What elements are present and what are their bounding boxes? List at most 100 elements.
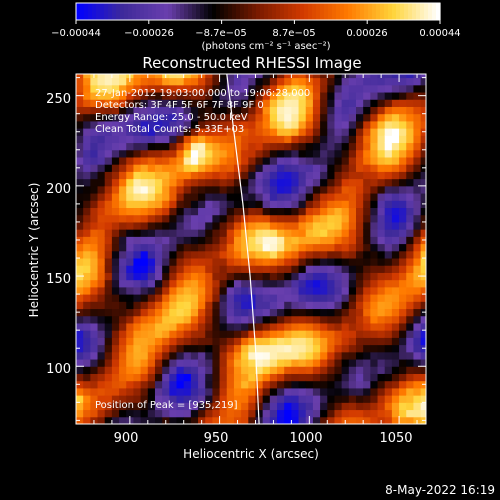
heatmap-cell bbox=[90, 272, 99, 281]
heatmap-cell bbox=[341, 366, 350, 374]
heatmap-cell bbox=[255, 272, 264, 281]
heatmap-cell bbox=[183, 322, 192, 331]
heatmap-cell bbox=[169, 113, 178, 122]
heatmap-cell bbox=[305, 84, 314, 93]
heatmap-cell bbox=[241, 279, 249, 288]
heatmap-cell bbox=[76, 149, 84, 158]
heatmap-cell bbox=[183, 344, 192, 353]
heatmap-cell bbox=[219, 92, 228, 100]
heatmap-cell bbox=[363, 402, 371, 411]
heatmap-cell bbox=[305, 308, 314, 317]
heatmap-cell bbox=[241, 359, 249, 367]
heatmap-cell bbox=[190, 221, 199, 230]
heatmap-cell bbox=[269, 142, 278, 151]
heatmap-cell bbox=[399, 221, 407, 230]
heatmap-cell bbox=[190, 142, 199, 151]
heatmap-cell bbox=[269, 193, 278, 201]
heatmap-cell bbox=[248, 395, 256, 403]
heatmap-cell bbox=[154, 74, 163, 79]
colorbar-tick-label: −8.7e−05 bbox=[195, 28, 247, 39]
heatmap-cell bbox=[291, 286, 300, 295]
heatmap-cell bbox=[356, 387, 364, 396]
heatmap-cell bbox=[391, 214, 400, 223]
colorbar-cell bbox=[212, 3, 217, 20]
heatmap-cell bbox=[104, 416, 113, 424]
heatmap-cell bbox=[384, 366, 393, 374]
heatmap-cell bbox=[198, 142, 206, 151]
heatmap-cell bbox=[413, 380, 422, 389]
colorbar-cell bbox=[192, 3, 197, 20]
heatmap-cell bbox=[334, 106, 343, 115]
heatmap-cell bbox=[212, 387, 221, 396]
heatmap-cell bbox=[119, 149, 127, 158]
heatmap-cell bbox=[126, 373, 134, 382]
heatmap-cell bbox=[291, 149, 300, 158]
heatmap-cell bbox=[356, 337, 364, 346]
heatmap-cell bbox=[399, 308, 407, 317]
heatmap-cell bbox=[298, 193, 307, 201]
heatmap-cell bbox=[420, 286, 426, 295]
heatmap-cell bbox=[226, 373, 235, 382]
colorbar-cell bbox=[296, 3, 301, 20]
heatmap-cell bbox=[226, 120, 235, 129]
heatmap-cell bbox=[226, 236, 235, 245]
heatmap-cell bbox=[377, 77, 386, 86]
heatmap-cell bbox=[334, 207, 343, 216]
heatmap-cell bbox=[341, 286, 350, 295]
heatmap-cell bbox=[420, 258, 426, 266]
heatmap-cell bbox=[183, 301, 192, 310]
heatmap-cell bbox=[133, 149, 142, 158]
heatmap-cell bbox=[384, 243, 393, 252]
heatmap-cell bbox=[83, 74, 91, 79]
heatmap-cell bbox=[327, 193, 335, 201]
heatmap-cell bbox=[162, 373, 170, 382]
heatmap-cell bbox=[233, 265, 242, 273]
heatmap-cell bbox=[255, 142, 264, 151]
heatmap-cell bbox=[119, 294, 127, 302]
heatmap-cell bbox=[190, 301, 199, 310]
heatmap-cell bbox=[413, 402, 422, 411]
heatmap-cell bbox=[241, 272, 249, 281]
heatmap-cell bbox=[104, 171, 113, 180]
heatmap-cell bbox=[97, 135, 106, 144]
heatmap-cell bbox=[104, 409, 113, 418]
heatmap-cell bbox=[384, 387, 393, 396]
heatmap-cell bbox=[119, 84, 127, 93]
heatmap-cell bbox=[97, 258, 106, 266]
heatmap-cell bbox=[133, 236, 142, 245]
heatmap-cell bbox=[90, 265, 99, 273]
heatmap-cell bbox=[255, 337, 264, 346]
heatmap-cell bbox=[320, 149, 328, 158]
heatmap-cell bbox=[147, 416, 156, 424]
heatmap-cell bbox=[356, 185, 364, 194]
heatmap-cell bbox=[312, 344, 321, 353]
heatmap-cell bbox=[140, 279, 149, 288]
colorbar-cell bbox=[144, 3, 149, 20]
heatmap-cell bbox=[334, 387, 343, 396]
heatmap-cell bbox=[255, 106, 264, 115]
heatmap-cell bbox=[327, 387, 335, 396]
heatmap-cell bbox=[399, 330, 407, 338]
heatmap-cell bbox=[226, 92, 235, 100]
heatmap-cell bbox=[406, 193, 414, 201]
heatmap-cell bbox=[169, 351, 178, 360]
heatmap-cell bbox=[83, 322, 91, 331]
heatmap-cell bbox=[119, 351, 127, 360]
heatmap-cell bbox=[284, 142, 292, 151]
heatmap-cell bbox=[111, 409, 120, 418]
colorbar-cell bbox=[108, 3, 113, 20]
heatmap-cell bbox=[262, 142, 271, 151]
heatmap-cell bbox=[284, 330, 292, 338]
heatmap-cell bbox=[406, 301, 414, 310]
heatmap-cell bbox=[377, 185, 386, 194]
heatmap-cell bbox=[320, 200, 328, 209]
heatmap-cell bbox=[97, 286, 106, 295]
heatmap-cell bbox=[83, 351, 91, 360]
heatmap-cell bbox=[391, 315, 400, 324]
heatmap-cell bbox=[169, 149, 178, 158]
heatmap-cell bbox=[140, 236, 149, 245]
heatmap-cell bbox=[205, 193, 213, 201]
heatmap-cell bbox=[176, 142, 185, 151]
heatmap-cell bbox=[104, 395, 113, 403]
heatmap-cell bbox=[111, 294, 120, 302]
